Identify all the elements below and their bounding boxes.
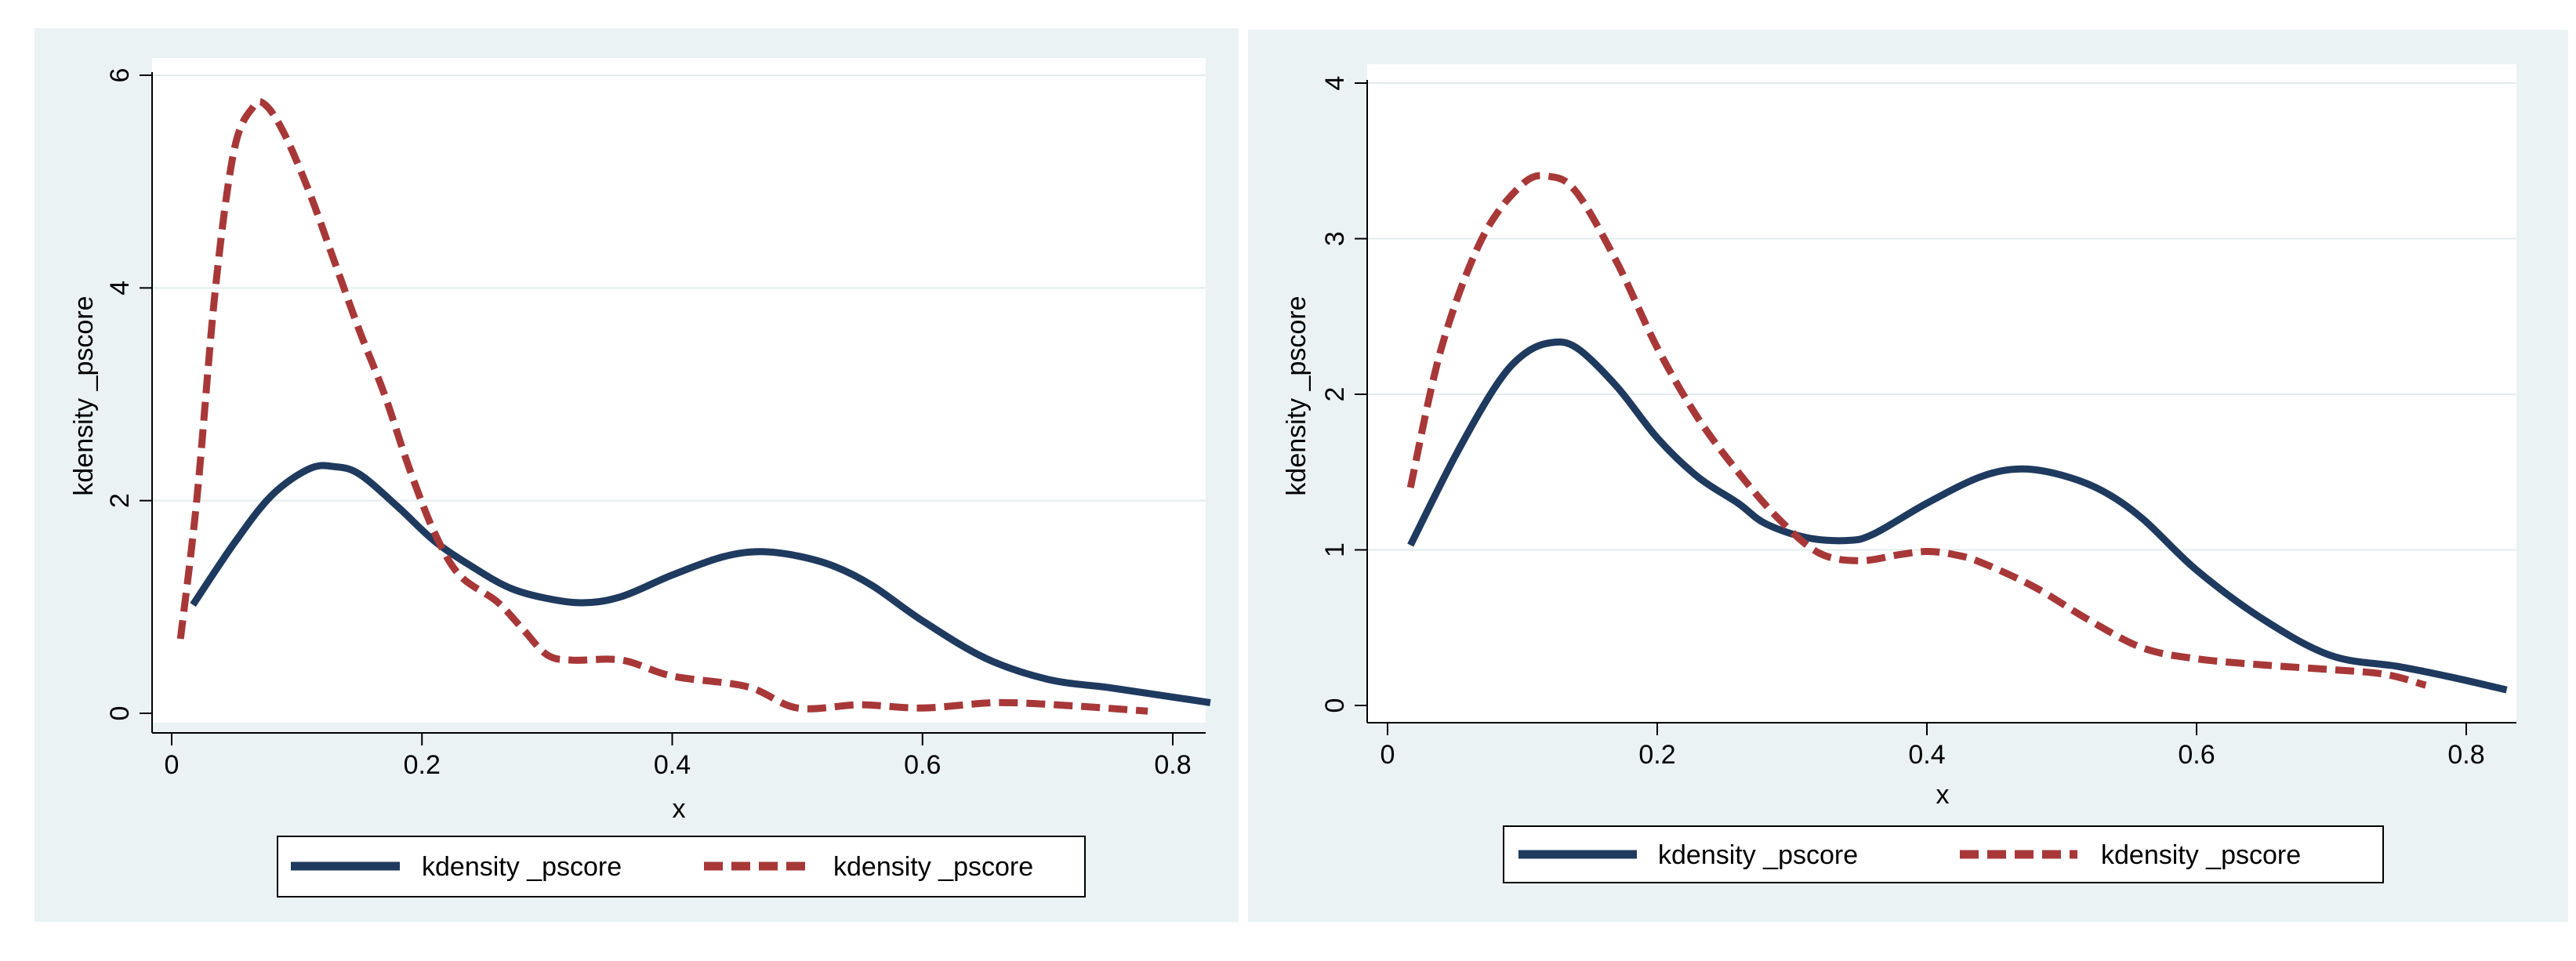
left-y-tick-label: 2 — [105, 493, 135, 508]
left-ticks: 0 0.2 0.4 0.6 0.8 0 2 4 6 — [105, 68, 1192, 780]
right-grid — [1367, 82, 2516, 551]
left-y-tick-label: 0 — [105, 706, 135, 721]
left-x-tick-label: 0 — [165, 750, 180, 780]
right-y-tick-label: 4 — [1320, 76, 1350, 91]
left-series — [176, 98, 1211, 715]
left-series-dashed-line — [176, 98, 1148, 715]
left-axes — [151, 72, 1206, 734]
left-legend-label-dashed: kdensity _pscore — [833, 852, 1033, 882]
right-y-axis-label: kdensity _pscore — [1282, 296, 1312, 495]
right-ticks: 0 0.2 0.4 0.6 0.8 0 1 2 3 4 — [1320, 76, 2485, 770]
right-x-tick-label: 0 — [1381, 740, 1395, 770]
right-panel: 0 0.2 0.4 0.6 0.8 0 1 2 3 4 x kdensity _pscore kd… — [1248, 30, 2568, 922]
right-y-tick-label: 3 — [1320, 231, 1350, 246]
right-axes — [1366, 80, 2516, 723]
left-x-tick-label: 0.6 — [904, 750, 941, 780]
right-legend-box — [1503, 825, 2384, 883]
right-x-tick-label: 0.8 — [2447, 740, 2484, 770]
right-legend-label-dashed: kdensity _pscore — [2101, 840, 2301, 870]
right-legend: kdensity _pscore kdensity _pscore — [1503, 825, 2384, 883]
right-series — [1406, 172, 2508, 694]
left-x-tick-label: 0.2 — [404, 750, 441, 780]
right-y-tick-label: 1 — [1320, 542, 1350, 557]
left-x-tick-label: 0.8 — [1154, 750, 1191, 780]
left-legend-label-solid: kdensity _pscore — [422, 852, 622, 882]
left-legend-box — [277, 836, 1086, 898]
right-x-tick-label: 0.4 — [1908, 740, 1945, 770]
left-legend: kdensity _pscore kdensity _pscore — [277, 836, 1086, 898]
left-y-axis-label: kdensity _pscore — [69, 296, 99, 495]
left-plot-area — [152, 58, 1206, 723]
left-x-axis-label: x — [673, 794, 686, 824]
left-y-tick-label: 6 — [105, 68, 135, 83]
right-x-axis-label: x — [1936, 780, 1950, 810]
right-series-solid-line — [1407, 338, 2508, 694]
left-series-solid-line — [190, 462, 1211, 706]
right-x-tick-label: 0.2 — [1638, 740, 1675, 770]
left-panel: 0 0.2 0.4 0.6 0.8 0 2 4 6 x kdensity _pscore kde… — [34, 28, 1239, 922]
right-legend-label-solid: kdensity _pscore — [1658, 840, 1858, 870]
right-series-dashed-line — [1406, 172, 2427, 689]
right-y-tick-label: 2 — [1320, 387, 1350, 402]
right-y-tick-label: 0 — [1320, 698, 1350, 713]
left-x-tick-label: 0.4 — [654, 750, 691, 780]
left-grid — [152, 74, 1206, 502]
left-y-tick-label: 4 — [105, 281, 135, 296]
right-x-tick-label: 0.6 — [2178, 740, 2215, 770]
